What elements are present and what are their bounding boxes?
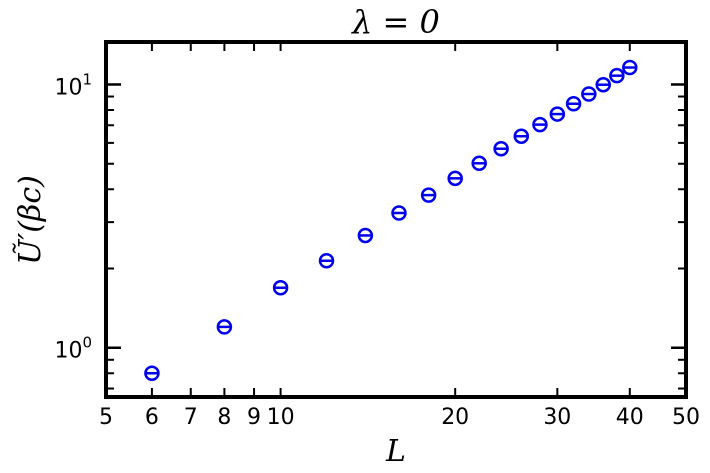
data-point — [532, 116, 548, 133]
data-point — [549, 106, 566, 122]
x-axis-label: L — [385, 434, 406, 469]
x-tick-label: 8 — [217, 405, 231, 430]
x-tick-label: 30 — [543, 405, 571, 430]
data-point — [493, 141, 509, 157]
chart-title: λ = 0 — [350, 3, 440, 41]
x-tick-label: 50 — [672, 405, 700, 430]
x-tick-label: 10 — [267, 405, 295, 430]
data-point — [471, 155, 487, 172]
data-point — [357, 227, 374, 244]
x-tick-label: 20 — [441, 405, 469, 430]
data-point — [447, 170, 463, 187]
data-point — [318, 253, 335, 269]
axis-ticks: 5 6 7 8 9 10 20 30 40 50 100 101 — [54, 42, 700, 430]
y-tick-label: 101 — [54, 70, 92, 100]
x-tick-label: 6 — [145, 405, 159, 430]
data-point — [565, 95, 582, 112]
data-point — [272, 280, 289, 296]
y-axis-label: Ũ′(βc) — [12, 175, 48, 265]
data-points — [144, 59, 638, 382]
data-point — [216, 319, 233, 335]
x-tick-label: 9 — [247, 405, 261, 430]
data-point — [622, 59, 638, 76]
data-point — [391, 205, 407, 221]
plot-frame — [104, 40, 688, 399]
data-point — [609, 67, 625, 84]
x-tick-label: 5 — [99, 405, 113, 430]
y-tick-label: 100 — [54, 334, 92, 364]
data-point — [144, 365, 160, 382]
data-point — [595, 76, 612, 93]
data-point — [581, 86, 597, 102]
x-tick-label: 7 — [184, 405, 198, 430]
data-point — [513, 128, 530, 144]
x-tick-label: 40 — [616, 405, 644, 430]
data-point — [420, 187, 437, 203]
